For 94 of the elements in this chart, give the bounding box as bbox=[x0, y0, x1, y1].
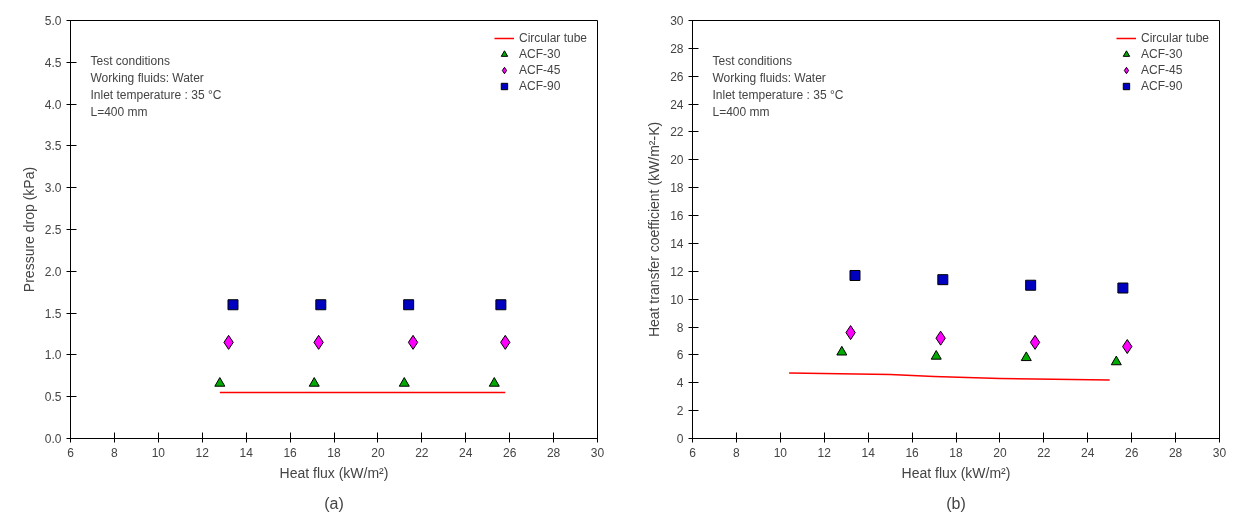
x-tick-label: 16 bbox=[905, 445, 920, 460]
annotation: L=400 mm bbox=[90, 104, 148, 119]
y-tick-label: 1.0 bbox=[44, 348, 62, 363]
y-tick-label: 24 bbox=[670, 97, 684, 112]
x-tick-label: 12 bbox=[817, 445, 832, 460]
point bbox=[315, 299, 327, 311]
legend-label: Circular tube bbox=[1140, 30, 1209, 46]
point bbox=[937, 274, 949, 286]
y-axis-title: Pressure drop (kPa) bbox=[20, 166, 37, 293]
y-tick-label: 8 bbox=[676, 320, 684, 335]
text: (a) bbox=[324, 494, 344, 512]
annotation: Working fluids: Water bbox=[90, 70, 204, 85]
legend-label: ACF-45 bbox=[518, 62, 561, 78]
x-tick-label: 24 bbox=[1081, 445, 1095, 460]
y-tick-label: 5.0 bbox=[44, 14, 62, 28]
y-tick-label: 10 bbox=[670, 292, 684, 307]
y-tick-label: 0.0 bbox=[44, 432, 62, 446]
y-tick-label: 6 bbox=[676, 348, 684, 363]
y-tick-label: 2 bbox=[676, 404, 684, 419]
annotation: Test conditions bbox=[712, 53, 792, 68]
point bbox=[1029, 334, 1041, 350]
x-tick-label: 20 bbox=[993, 445, 1007, 460]
annotation: L=400 mm bbox=[712, 104, 770, 119]
y-tick-label: 14 bbox=[670, 236, 684, 251]
y-tick-label: 2.5 bbox=[44, 223, 62, 237]
point bbox=[488, 377, 500, 387]
annotation: Working fluids: Water bbox=[712, 70, 826, 85]
legend-label: ACF-90 bbox=[518, 78, 561, 94]
y-tick-label: 3.0 bbox=[44, 181, 62, 196]
x-tick-label: 22 bbox=[1037, 445, 1051, 460]
point bbox=[398, 377, 410, 387]
x-axis-title: Heat flux (kW/m²) bbox=[279, 464, 389, 481]
x-tick-label: 26 bbox=[1124, 445, 1139, 460]
x-tick-label: 16 bbox=[283, 445, 298, 460]
legend-label: ACF-30 bbox=[518, 46, 561, 62]
x-tick-label: 22 bbox=[415, 445, 429, 460]
point bbox=[495, 299, 507, 311]
point bbox=[1020, 351, 1032, 362]
point bbox=[1110, 355, 1122, 366]
point bbox=[836, 345, 848, 356]
x-tick-label: 28 bbox=[1168, 445, 1183, 460]
x-tick-label: 18 bbox=[327, 445, 341, 460]
text: (b) bbox=[946, 494, 966, 512]
annotation: Inlet temperature : 35 °C bbox=[712, 87, 844, 102]
y-tick-label: 20 bbox=[670, 153, 684, 168]
y-tick-label: 12 bbox=[670, 264, 684, 279]
y-tick-label: 2.0 bbox=[44, 264, 62, 279]
y-tick-label: 26 bbox=[670, 69, 684, 84]
x-tick-label: 30 bbox=[590, 445, 605, 460]
x-tick-label: 24 bbox=[459, 445, 473, 460]
y-tick-label: 30 bbox=[670, 14, 684, 28]
x-tick-label: 28 bbox=[546, 445, 561, 460]
y-tick-label: 1.5 bbox=[44, 306, 62, 321]
point bbox=[227, 299, 239, 311]
x-tick-label: 8 bbox=[111, 445, 119, 460]
point bbox=[1025, 279, 1037, 291]
y-tick-label: 0 bbox=[676, 432, 684, 446]
legend-label: ACF-30 bbox=[1140, 46, 1183, 62]
x-tick-label: 18 bbox=[949, 445, 963, 460]
x-tick-label: 6 bbox=[689, 445, 697, 460]
point bbox=[407, 334, 419, 350]
point bbox=[930, 350, 942, 360]
point bbox=[849, 269, 861, 281]
x-tick-label: 10 bbox=[151, 445, 166, 460]
y-tick-label: 0.5 bbox=[44, 390, 62, 405]
legend-label: Circular tube bbox=[518, 30, 587, 46]
point bbox=[214, 377, 226, 387]
legend-label: ACF-90 bbox=[1140, 78, 1183, 94]
x-tick-label: 10 bbox=[773, 445, 788, 460]
y-axis-title: Heat transfer coefficient (kW/m²-K) bbox=[646, 121, 663, 338]
y-tick-label: 4.5 bbox=[44, 55, 62, 70]
y-tick-label: 22 bbox=[670, 125, 684, 140]
annotation: Test conditions bbox=[90, 53, 170, 68]
x-tick-label: 26 bbox=[502, 445, 517, 460]
point bbox=[308, 377, 320, 387]
x-tick-label: 14 bbox=[861, 445, 876, 460]
x-axis-title: Heat flux (kW/m²) bbox=[901, 464, 1011, 481]
y-tick-label: 28 bbox=[670, 41, 684, 56]
x-tick-label: 12 bbox=[195, 445, 210, 460]
x-tick-label: 8 bbox=[733, 445, 741, 460]
legend-label: ACF-45 bbox=[1140, 62, 1183, 78]
y-tick-label: 3.5 bbox=[44, 139, 62, 154]
line-series bbox=[788, 372, 1111, 381]
x-tick-label: 6 bbox=[67, 445, 75, 460]
point bbox=[403, 299, 415, 311]
y-tick-label: 16 bbox=[670, 209, 684, 224]
point bbox=[1117, 282, 1129, 294]
y-tick-label: 18 bbox=[670, 181, 684, 196]
x-tick-label: 20 bbox=[371, 445, 385, 460]
y-tick-label: 4.0 bbox=[44, 97, 62, 112]
annotation: Inlet temperature : 35 °C bbox=[90, 87, 222, 102]
x-tick-label: 14 bbox=[239, 445, 254, 460]
x-tick-label: 30 bbox=[1212, 445, 1227, 460]
y-tick-label: 4 bbox=[676, 376, 684, 391]
